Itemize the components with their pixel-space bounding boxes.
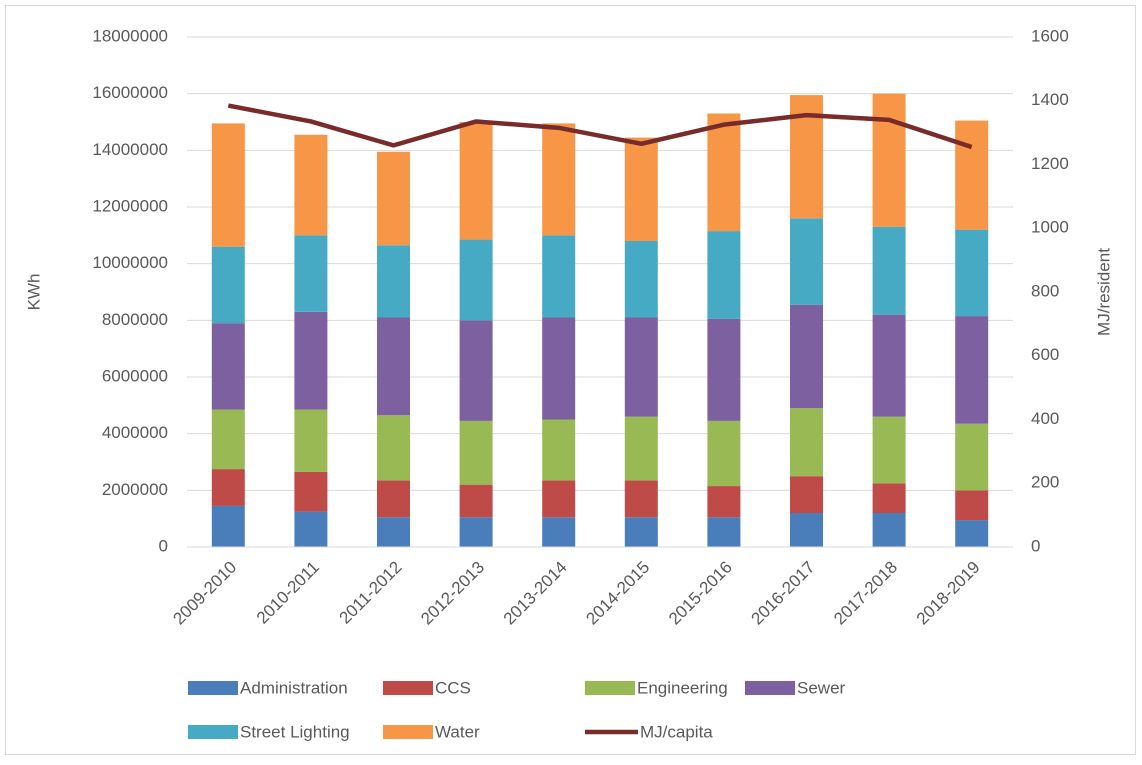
bar-segment xyxy=(211,409,245,470)
bar-segment xyxy=(872,226,906,315)
y-tick-label: 4000000 xyxy=(102,423,168,442)
y2-axis-label: MJ/resident xyxy=(1094,248,1113,336)
y-tick-label: 0 xyxy=(159,536,168,555)
y2-tick-label: 200 xyxy=(1031,473,1059,492)
y-axis-label: KWh xyxy=(24,274,43,311)
legend-label: CCS xyxy=(435,678,471,697)
bar-segment xyxy=(459,484,493,518)
bar-segment xyxy=(211,123,245,247)
bar-segment xyxy=(211,246,245,324)
y-tick-label: 12000000 xyxy=(92,196,168,215)
bar-segment xyxy=(459,122,493,240)
bar-segment xyxy=(542,123,576,236)
bar-segment xyxy=(624,137,658,241)
bar-segment xyxy=(542,517,576,547)
y-tick-label: 10000000 xyxy=(92,253,168,272)
bar-segment xyxy=(294,134,328,236)
bar-segment xyxy=(624,241,658,318)
bar-segment xyxy=(624,517,658,547)
bar-segment xyxy=(542,235,576,318)
y2-tick-label: 0 xyxy=(1031,536,1040,555)
bar-segment xyxy=(542,317,576,420)
y2-tick-label: 1600 xyxy=(1031,26,1069,45)
bar-segment xyxy=(872,483,906,513)
bar-segment xyxy=(790,218,823,305)
bar-segment xyxy=(459,239,493,321)
bar-segment xyxy=(872,513,906,547)
bar-segment xyxy=(211,505,245,547)
legend-swatch xyxy=(745,681,795,695)
bar-segment xyxy=(955,229,989,317)
bar-segment xyxy=(707,231,741,319)
bar-segment xyxy=(707,486,741,518)
bar-segment xyxy=(459,420,493,485)
bar-segment xyxy=(955,120,989,230)
bar-segment xyxy=(955,490,989,521)
bar-segment xyxy=(211,323,245,410)
y2-tick-label: 1400 xyxy=(1031,90,1069,109)
bar-segment xyxy=(294,471,328,512)
bar-segment xyxy=(542,480,576,518)
y-tick-label: 6000000 xyxy=(102,366,168,385)
y-tick-label: 16000000 xyxy=(92,83,168,102)
legend-label: Sewer xyxy=(797,678,846,697)
bar-segment xyxy=(459,320,493,421)
bar-segment xyxy=(377,317,410,416)
bar-segment xyxy=(377,151,410,246)
y2-tick-label: 1000 xyxy=(1031,218,1069,237)
line xyxy=(227,103,973,150)
bar-segment xyxy=(377,245,410,318)
bar-segment xyxy=(790,408,823,477)
bar-segment xyxy=(377,480,410,518)
bar-segment xyxy=(294,311,328,410)
legend-label: Engineering xyxy=(637,678,728,697)
legend-label: Street Lighting xyxy=(240,722,350,741)
bar-segment xyxy=(542,419,576,481)
y2-tick-label: 600 xyxy=(1031,345,1059,364)
bar-segment xyxy=(377,415,410,481)
bar-segment xyxy=(377,517,410,547)
legend-label: Administration xyxy=(240,678,348,697)
legend-label: Water xyxy=(435,722,480,741)
bar-segment xyxy=(294,409,328,472)
bar-segment xyxy=(790,476,823,513)
y2-tick-label: 1200 xyxy=(1031,154,1069,173)
bar-segment xyxy=(294,511,328,547)
bar-segment xyxy=(790,304,823,409)
y2-tick-label: 400 xyxy=(1031,409,1059,428)
bar-segment xyxy=(707,113,741,232)
y-tick-label: 2000000 xyxy=(102,480,168,499)
legend-swatch xyxy=(383,681,433,695)
bar-segment xyxy=(459,517,493,547)
y-tick-label: 14000000 xyxy=(92,140,168,159)
legend-swatch xyxy=(383,725,433,739)
legend-swatch xyxy=(188,725,238,739)
bar-segment xyxy=(294,235,328,312)
bar-segment xyxy=(707,318,741,421)
y2-tick-label: 800 xyxy=(1031,281,1059,300)
bar-segment xyxy=(872,314,906,417)
bar-segment xyxy=(872,93,906,227)
legend-swatch xyxy=(585,681,635,695)
bar-segment xyxy=(624,480,658,518)
bar-segment xyxy=(955,423,989,491)
bar-segment xyxy=(707,420,741,487)
bar-segment xyxy=(955,316,989,424)
legend-swatch xyxy=(188,681,238,695)
bar-segment xyxy=(872,416,906,484)
bar-segment xyxy=(955,520,989,547)
y-tick-label: 8000000 xyxy=(102,310,168,329)
bar-segment xyxy=(624,416,658,481)
y-tick-label: 18000000 xyxy=(92,26,168,45)
bar-segment xyxy=(790,513,823,547)
legend-label: MJ/capita xyxy=(640,722,713,741)
bar-segment xyxy=(211,469,245,506)
bar-segment xyxy=(707,517,741,547)
bar-segment xyxy=(624,317,658,417)
